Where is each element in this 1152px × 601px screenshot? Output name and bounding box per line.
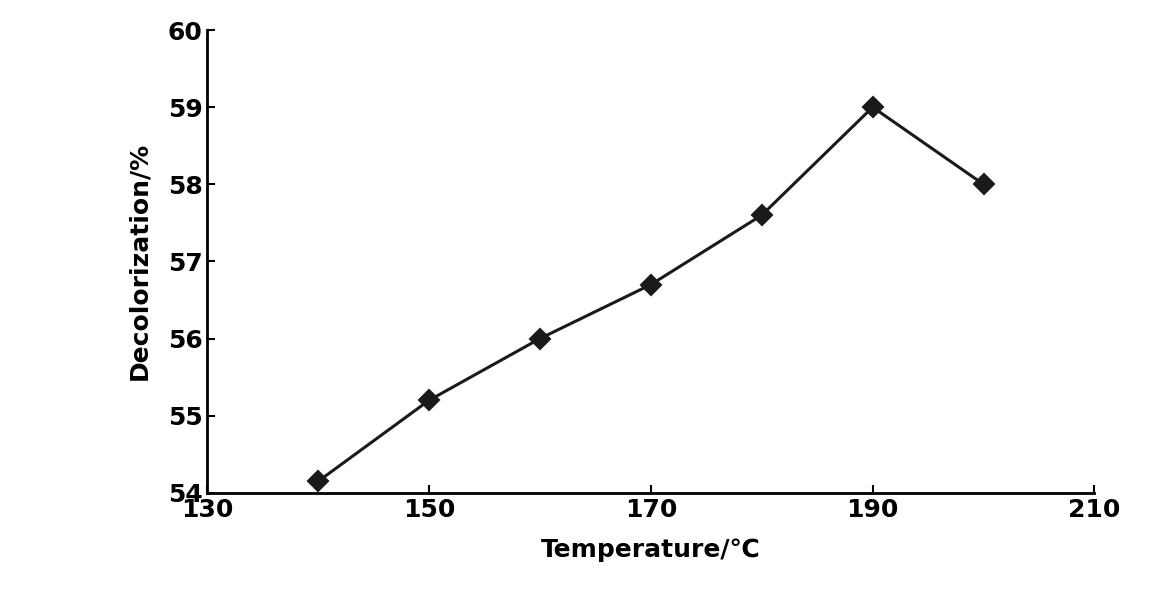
- X-axis label: Temperature/℃: Temperature/℃: [541, 538, 760, 563]
- Y-axis label: Decolorization/%: Decolorization/%: [127, 142, 151, 380]
